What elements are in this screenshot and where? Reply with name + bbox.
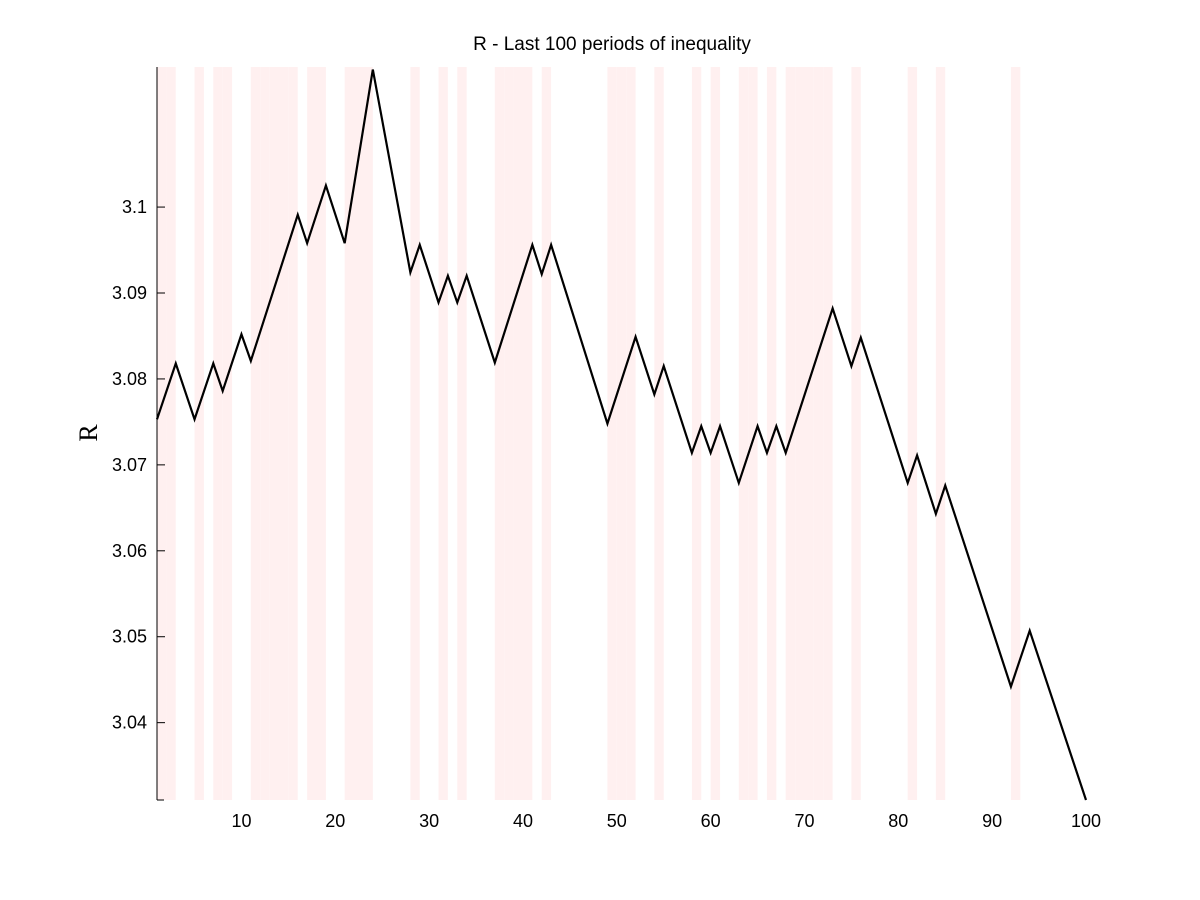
- shade-band-64: [738, 67, 749, 800]
- shade-band-8: [213, 67, 223, 800]
- shade-band-15: [278, 67, 289, 800]
- shade-band-6: [194, 67, 204, 800]
- shade-band-34: [457, 67, 467, 800]
- x-tick-label: 30: [419, 811, 439, 831]
- x-tick-label: 100: [1071, 811, 1101, 831]
- x-tick-label: 80: [888, 811, 908, 831]
- shade-band-71: [804, 67, 814, 800]
- series-line-0: [155, 69, 1088, 801]
- x-tick-label: 40: [513, 811, 533, 831]
- y-tick-label: 3.09: [112, 283, 147, 303]
- x-tick-label: 20: [325, 811, 345, 831]
- shade-band-32: [438, 67, 448, 800]
- shade-band-38: [494, 67, 505, 800]
- y-tick-label: 3.07: [112, 455, 147, 475]
- shade-band-72: [813, 67, 824, 800]
- y-tick-label: 3.1: [122, 197, 147, 217]
- shaded-periods: [157, 67, 1021, 800]
- y-axis-label: R: [74, 424, 103, 442]
- shade-band-18: [307, 67, 317, 800]
- series-layer: [155, 69, 1088, 801]
- shade-band-14: [269, 67, 279, 800]
- shade-band-2: [157, 67, 167, 800]
- y-tick-label: 3.05: [112, 627, 147, 647]
- shade-band-23: [354, 67, 364, 800]
- shade-band-12: [250, 67, 261, 800]
- shade-band-61: [710, 67, 721, 800]
- shade-band-73: [823, 67, 833, 800]
- x-tick-label: 60: [701, 811, 721, 831]
- x-tick-label: 50: [607, 811, 627, 831]
- shade-band-76: [851, 67, 861, 800]
- x-tick-label: 10: [231, 811, 251, 831]
- shade-band-3: [166, 67, 176, 800]
- x-tick-label: 90: [982, 811, 1002, 831]
- axes: [156, 67, 165, 801]
- shade-band-9: [222, 67, 233, 800]
- tick-labels: 3.04 3.05 3.06 3.07 3.08 3.09 3.1 10 20 30 40 50 60 7…: [112, 197, 1101, 831]
- chart-title: R - Last 100 periods of inequality: [473, 34, 751, 55]
- shade-band-13: [260, 67, 270, 800]
- shade-band-70: [795, 67, 805, 800]
- shade-band-29: [410, 67, 420, 800]
- shade-band-22: [344, 67, 355, 800]
- shade-band-50: [607, 67, 617, 800]
- y-tick-label: 3.08: [112, 369, 147, 389]
- shade-band-59: [691, 67, 702, 800]
- shade-band-82: [907, 67, 918, 800]
- shade-band-43: [541, 67, 552, 800]
- shade-band-41: [522, 67, 533, 800]
- shade-band-16: [288, 67, 298, 800]
- shade-band-51: [616, 67, 627, 800]
- x-tick-label: 70: [794, 811, 814, 831]
- shade-band-39: [504, 67, 514, 800]
- shade-band-69: [785, 67, 796, 800]
- shade-band-40: [513, 67, 523, 800]
- shade-band-52: [626, 67, 636, 800]
- shade-band-67: [766, 67, 777, 800]
- shade-band-65: [748, 67, 758, 800]
- shade-band-85: [935, 67, 946, 800]
- shade-band-19: [316, 67, 326, 800]
- shade-band-55: [654, 67, 664, 800]
- y-tick-label: 3.06: [112, 541, 147, 561]
- shade-band-24: [363, 67, 373, 800]
- y-tick-label: 3.04: [112, 713, 147, 733]
- shade-band-93: [1010, 67, 1021, 800]
